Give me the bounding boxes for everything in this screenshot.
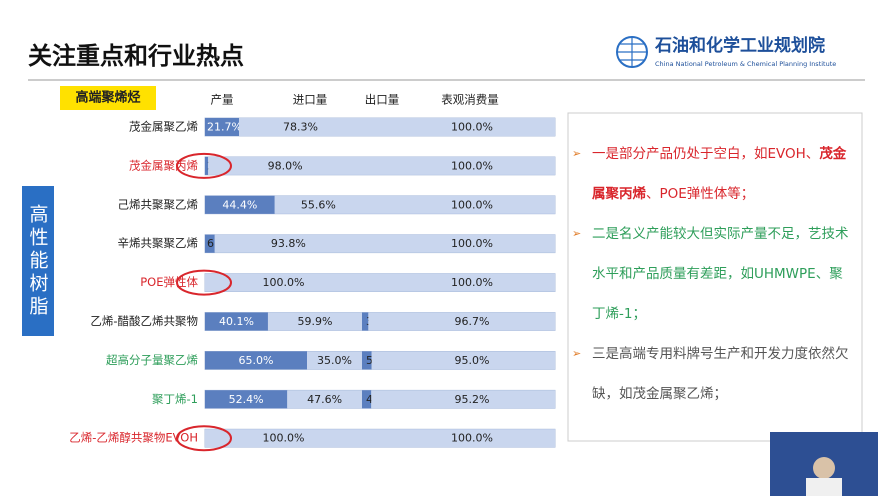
note-part: 、POE弹性体等； — [646, 186, 755, 202]
category-label: 乙烯-乙烯醇共聚物EVOH — [69, 431, 198, 445]
bar-segment — [287, 390, 362, 409]
highlight-circle — [176, 269, 232, 296]
note: ➢ 二是名义产能较大但实际产量不足，艺技术水平和产品质量有差距，如UHMWPE、聚… — [572, 214, 854, 334]
category-label: POE弹性体 — [140, 275, 198, 289]
value-label: 78.3% — [283, 121, 318, 134]
bar-segment — [368, 312, 555, 331]
value-label: 96.7% — [455, 315, 490, 328]
category-label: 己烯共聚聚乙烯 — [118, 197, 199, 211]
value-label: 100.0% — [263, 276, 305, 289]
bar-segment — [205, 429, 362, 448]
value-label: 100.0% — [451, 237, 493, 250]
tag: 高端聚烯烃 — [75, 90, 140, 106]
legend-label: 进口量 — [293, 93, 328, 107]
bar-segment — [205, 390, 288, 409]
category-label: 超高分子量聚乙烯 — [106, 353, 198, 367]
note-text: 一是部分产品仍处于空白，如EVOH、茂金属聚丙烯、POE弹性体等； — [592, 134, 854, 214]
notes: ➢ 一是部分产品仍处于空白，如EVOH、茂金属聚丙烯、POE弹性体等； ➢ 二是名义产… — [572, 134, 854, 414]
value-label: 35.0% — [317, 354, 352, 367]
notes-box — [567, 112, 863, 442]
bar-segment — [205, 118, 240, 136]
tag-box — [60, 86, 156, 110]
value-label: 47.6% — [307, 393, 342, 406]
note: ➢ 三是高端专用料牌号生产和开发力度依然欠缺，如茂金属聚乙烯； — [572, 334, 854, 414]
value-label: 100.0% — [451, 159, 493, 172]
note-part: 一是部分产品仍处于空白，如EVOH、 — [592, 146, 820, 162]
category-label: 茂金属聚乙烯 — [129, 120, 198, 134]
bar-segment — [214, 234, 362, 253]
org-name: 石油和化学工业规划院 — [654, 35, 825, 56]
note-part: 三是高端专用料牌号生产和开发力度依然欠缺，如茂金属聚乙烯； — [592, 346, 849, 402]
bar-segment — [362, 234, 555, 253]
bar-segment — [362, 351, 372, 370]
bullet: ➢ — [572, 147, 582, 160]
value-label: 95.2% — [455, 393, 490, 406]
value-label: 52.4% — [229, 393, 264, 406]
bullet: ➢ — [572, 227, 582, 240]
slide-title: 关注重点和行业热点 — [28, 42, 244, 70]
bar-segment — [205, 156, 209, 175]
bar-segment — [362, 312, 369, 331]
highlight-circle — [176, 425, 232, 452]
category-label: 茂金属聚丙烯 — [129, 158, 198, 172]
value-label: 55.6% — [301, 198, 336, 211]
speaker-body — [806, 478, 842, 496]
value-label: 100.0% — [451, 198, 493, 211]
bar-segment — [205, 312, 268, 331]
value-label: 93.8% — [271, 237, 306, 250]
note-part: 茂金属聚丙烯 — [592, 146, 847, 202]
note-text: 二是名义产能较大但实际产量不足，艺技术水平和产品质量有差距，如UHMWPE、聚丁… — [592, 214, 854, 334]
bullet: ➢ — [572, 347, 582, 360]
bar-segment — [274, 195, 362, 214]
category-label: 聚丁烯-1 — [152, 392, 198, 406]
value-label: 65.0% — [239, 354, 274, 367]
note-part: 二是名义产能较大但实际产量不足，艺技术水平和产品质量有差距，如UHMWPE、聚丁… — [592, 226, 849, 322]
category-label: 乙烯-醋酸乙烯共聚物 — [90, 314, 198, 328]
value-label: 59.9% — [298, 315, 333, 328]
bar-segment — [362, 429, 555, 448]
value-label: 100.0% — [451, 276, 493, 289]
value-label: 21.7% — [207, 121, 242, 134]
bar-segment — [307, 351, 362, 370]
bar-segment — [205, 351, 308, 370]
value-label: 95.0% — [455, 354, 490, 367]
bar-segment — [267, 312, 362, 331]
bar-segment — [205, 234, 215, 253]
legend-label: 表观消费量 — [441, 93, 499, 107]
logo-lines — [617, 37, 647, 67]
speaker — [813, 457, 835, 479]
side-label: 高性能树脂 — [22, 186, 54, 336]
bar-segment — [205, 195, 275, 214]
bar-segment — [239, 118, 362, 136]
category-label: 辛烯共聚聚乙烯 — [118, 236, 199, 250]
value-label: 44.4% — [222, 198, 257, 211]
value-label: 40.1% — [219, 315, 254, 328]
bar-segment — [362, 156, 555, 175]
value-label: 100.0% — [263, 432, 305, 445]
value-label: 100.0% — [451, 432, 493, 445]
bar-segment — [362, 118, 555, 136]
bar-segment — [205, 273, 362, 292]
note: ➢ 一是部分产品仍处于空白，如EVOH、茂金属聚丙烯、POE弹性体等； — [572, 134, 854, 214]
legend-label: 产量 — [211, 93, 234, 107]
note-text: 三是高端专用料牌号生产和开发力度依然欠缺，如茂金属聚乙烯； — [592, 334, 854, 414]
value-label: 100.0% — [451, 121, 493, 134]
bar-segment — [208, 156, 362, 175]
legend-label: 出口量 — [365, 93, 400, 107]
bar-segment — [362, 390, 372, 409]
bar-segment — [362, 273, 555, 292]
bar-segment — [362, 195, 555, 214]
bar-segment — [371, 351, 555, 370]
highlight-circle — [176, 152, 232, 179]
bar-segment — [371, 390, 555, 409]
value-label: 98.0% — [268, 159, 303, 172]
org-name-en: China National Petroleum & Chemical Plan… — [655, 60, 836, 68]
